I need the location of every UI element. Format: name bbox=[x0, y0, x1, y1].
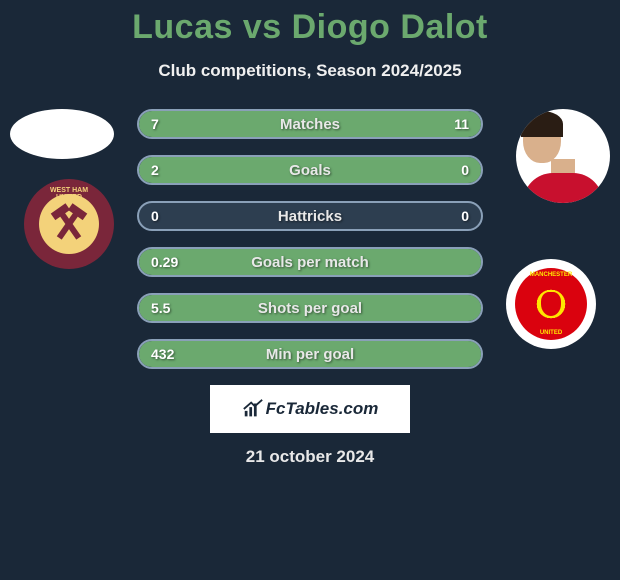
stat-label: Matches bbox=[139, 116, 481, 133]
stat-row: 00Hattricks bbox=[137, 201, 483, 231]
content-area: WEST HAMUNITED MANCHESTER UNITED 711Matc… bbox=[0, 109, 620, 369]
stats-bars: 711Matches 20Goals 00Hattricks 0.29Goals pe… bbox=[137, 109, 483, 369]
player-right-photo bbox=[516, 109, 610, 203]
stat-row: 5.5Shots per goal bbox=[137, 293, 483, 323]
stat-label: Hattricks bbox=[139, 208, 481, 225]
stat-label: Shots per goal bbox=[139, 300, 481, 317]
footer-date: 21 october 2024 bbox=[0, 447, 620, 467]
club-badge-left: WEST HAMUNITED bbox=[24, 179, 114, 269]
stat-row: 0.29Goals per match bbox=[137, 247, 483, 277]
stat-label: Goals bbox=[139, 162, 481, 179]
chart-growth-icon bbox=[242, 398, 264, 420]
badge-inner-icon: MANCHESTER UNITED bbox=[515, 268, 587, 340]
comparison-title: Lucas vs Diogo Dalot bbox=[0, 0, 620, 47]
brand-text: FcTables.com bbox=[266, 399, 379, 419]
comparison-subtitle: Club competitions, Season 2024/2025 bbox=[0, 61, 620, 81]
stat-label: Goals per match bbox=[139, 254, 481, 271]
footer-brand-box: FcTables.com bbox=[210, 385, 410, 433]
stat-row: 432Min per goal bbox=[137, 339, 483, 369]
stat-row: 20Goals bbox=[137, 155, 483, 185]
badge-inner-icon bbox=[39, 194, 99, 254]
face-icon bbox=[523, 115, 603, 203]
stat-label: Min per goal bbox=[139, 346, 481, 363]
stat-row: 711Matches bbox=[137, 109, 483, 139]
player-left-photo bbox=[10, 109, 114, 159]
brand-label: FcTables.com bbox=[242, 398, 379, 420]
club-badge-right: MANCHESTER UNITED bbox=[506, 259, 596, 349]
